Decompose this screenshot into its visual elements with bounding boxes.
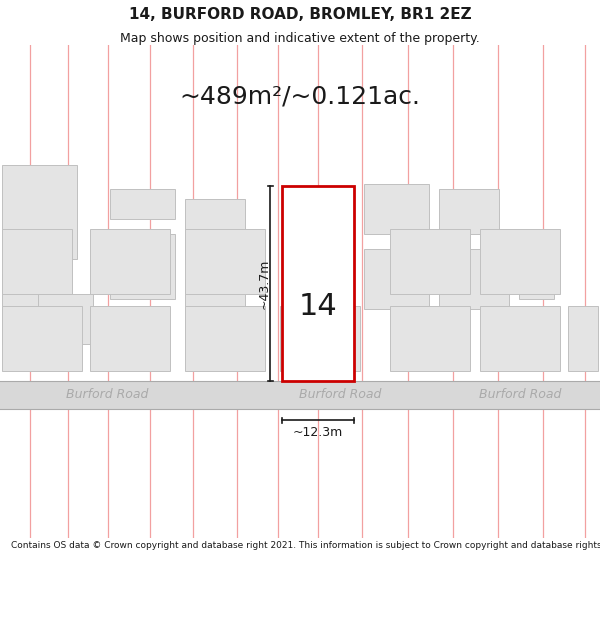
Bar (0, 381, 600, 409)
Text: Burford Road: Burford Road (299, 388, 381, 401)
Text: ~489m²/~0.121ac.: ~489m²/~0.121ac. (179, 85, 421, 109)
Bar (2, 229, 72, 294)
Bar (480, 229, 560, 294)
Text: ~43.7m: ~43.7m (257, 258, 271, 309)
Bar (38, 294, 93, 344)
Bar (519, 249, 554, 299)
Bar (568, 306, 598, 371)
Text: Contains OS data © Crown copyright and database right 2021. This information is : Contains OS data © Crown copyright and d… (11, 541, 600, 551)
Bar (185, 229, 265, 294)
Bar (110, 234, 175, 299)
Text: ~12.3m: ~12.3m (293, 426, 343, 439)
Bar (364, 184, 429, 234)
Bar (2, 306, 82, 371)
Bar (185, 306, 265, 371)
Bar (185, 199, 245, 264)
Bar (110, 189, 175, 219)
Bar (185, 279, 245, 339)
Bar (439, 189, 499, 234)
Bar (480, 306, 560, 371)
Bar (2, 164, 77, 259)
Bar (282, 186, 354, 381)
Text: 14, BURFORD ROAD, BROMLEY, BR1 2EZ: 14, BURFORD ROAD, BROMLEY, BR1 2EZ (128, 7, 472, 22)
Bar (90, 229, 170, 294)
Text: 14: 14 (299, 292, 337, 321)
Bar (390, 306, 470, 371)
Bar (439, 249, 509, 309)
Bar (364, 249, 429, 309)
Text: Map shows position and indicative extent of the property.: Map shows position and indicative extent… (120, 32, 480, 46)
Bar (390, 229, 470, 294)
Bar (90, 306, 170, 371)
Text: Burford Road: Burford Road (479, 388, 561, 401)
Text: Burford Road: Burford Road (66, 388, 148, 401)
Bar (2, 274, 42, 344)
Bar (280, 306, 360, 371)
